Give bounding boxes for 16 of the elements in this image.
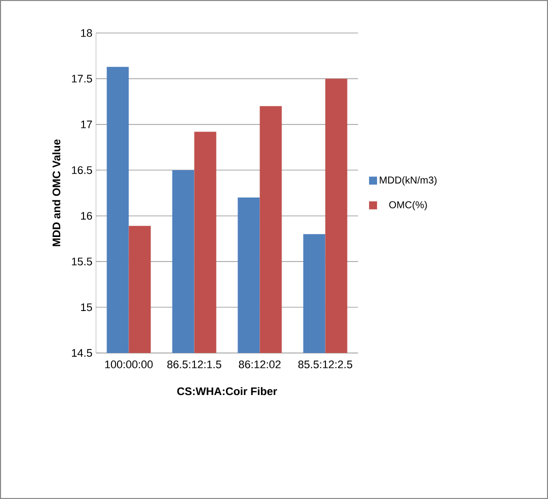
y-tick-label: 17.5 bbox=[72, 74, 92, 83]
x-tick-label: 85.5:12:2.5 bbox=[298, 360, 352, 368]
y-tick-label: 18 bbox=[81, 29, 92, 37]
legend-label: MDD(kN/m3) bbox=[380, 176, 437, 186]
y-axis-title: MDD and OMC Value bbox=[52, 139, 60, 246]
x-axis-title: CS:WHA:Coir Fiber bbox=[177, 387, 278, 396]
y-tick-label: 14.5 bbox=[72, 349, 92, 357]
y-tick-label: 16.5 bbox=[72, 166, 92, 174]
y-tick-label: 17 bbox=[81, 120, 92, 128]
x-tick-label: 86.5:12:1.5 bbox=[167, 360, 222, 368]
y-tick-label: 15.5 bbox=[72, 258, 92, 266]
x-tick-label: 100:00:00 bbox=[105, 360, 153, 368]
legend-label: OMC(%) bbox=[389, 200, 427, 210]
y-tick-label: 15 bbox=[81, 303, 92, 312]
y-tick-label: 16 bbox=[81, 212, 92, 220]
x-tick-label: 86:12:02 bbox=[238, 360, 281, 368]
